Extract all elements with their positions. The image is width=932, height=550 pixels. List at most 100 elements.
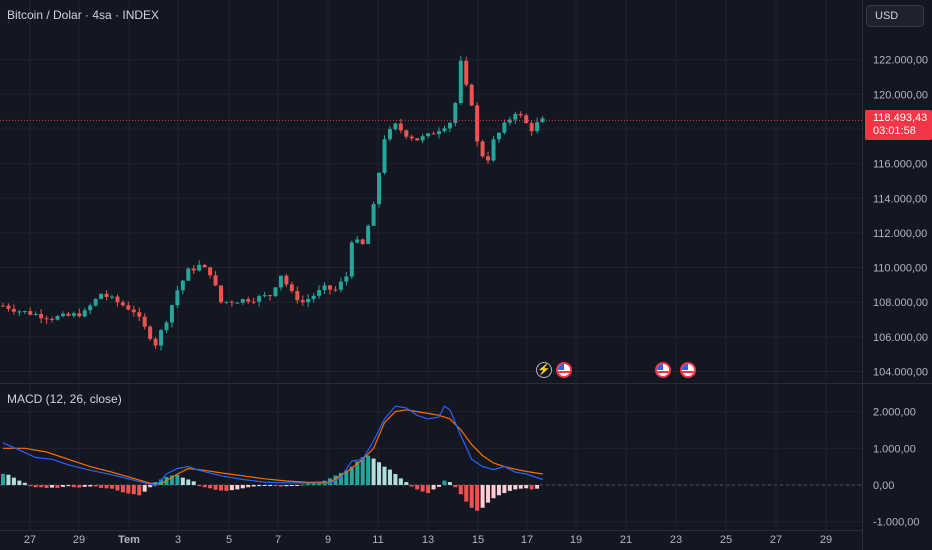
candle-body xyxy=(295,291,300,301)
candle-body xyxy=(338,281,343,290)
macd-histogram-bar xyxy=(371,458,376,485)
time-tick-label: 11 xyxy=(372,534,383,546)
macd-histogram-bar xyxy=(131,485,136,495)
candle-body xyxy=(148,326,153,339)
candle-body xyxy=(464,60,469,85)
candle-body xyxy=(437,131,441,135)
macd-histogram-bar xyxy=(110,485,114,489)
candle-body xyxy=(513,113,518,120)
candle-body xyxy=(387,129,392,140)
candle-body xyxy=(453,103,458,123)
macd-histogram-bar xyxy=(137,485,142,496)
candle-body xyxy=(278,275,283,288)
candle-body xyxy=(311,295,316,299)
macd-histogram-bar xyxy=(240,485,245,489)
macd-histogram-bar xyxy=(77,485,82,488)
macd-histogram-bar xyxy=(535,485,540,489)
macd-histogram-bar xyxy=(175,474,180,485)
candle-body xyxy=(159,330,164,346)
macd-histogram-bar xyxy=(393,473,398,485)
symbol-title: Bitcoin / Dolar · 4sa · INDEX xyxy=(7,8,160,22)
macd-histogram-bar xyxy=(453,485,458,488)
macd-histogram-bar xyxy=(295,485,300,486)
macd-histogram-bar xyxy=(518,485,523,489)
currency-button[interactable]: USD xyxy=(866,5,924,27)
candle-body xyxy=(328,285,332,290)
us-flag-icon[interactable] xyxy=(556,362,572,378)
price-tick-label: 110.000,00 xyxy=(873,263,927,275)
candle-body xyxy=(518,113,523,116)
time-tick-label: 5 xyxy=(226,534,232,546)
us-flag-icon[interactable] xyxy=(680,362,696,378)
macd-histogram-bar xyxy=(213,485,218,490)
candle-body xyxy=(246,299,251,302)
macd-histogram-bar xyxy=(486,485,491,503)
macd-histogram-bar xyxy=(524,485,529,489)
flash-icon[interactable]: ⚡ xyxy=(536,362,552,378)
macd-histogram-bar xyxy=(355,461,360,485)
macd-histogram-bar xyxy=(437,485,441,487)
price-tick-label: 122.000,00 xyxy=(873,55,928,67)
candle-body xyxy=(224,301,229,303)
macd-histogram-bar xyxy=(88,485,93,487)
candle-body xyxy=(333,289,338,291)
candle-body xyxy=(131,309,136,313)
candle-body xyxy=(142,316,147,327)
macd-histogram-bar xyxy=(382,466,387,485)
candle-body xyxy=(164,322,169,331)
macd-histogram-bar xyxy=(349,466,354,485)
macd-indicator-title[interactable]: MACD (12, 26, close) xyxy=(7,392,122,406)
macd-histogram-bar xyxy=(219,485,223,491)
candle-body xyxy=(1,305,5,307)
candle-body xyxy=(349,242,354,277)
macd-histogram-bar xyxy=(262,485,267,486)
candle-body xyxy=(502,122,507,133)
time-tick-label: 27 xyxy=(770,534,782,546)
candle-body xyxy=(447,122,452,129)
candle-body xyxy=(44,318,49,320)
macd-histogram-bar xyxy=(469,485,474,508)
time-tick-label: 27 xyxy=(24,534,36,546)
candle-body xyxy=(169,305,174,323)
candle-body xyxy=(60,313,65,317)
candle-body xyxy=(213,275,218,286)
time-tick-label: 15 xyxy=(472,534,484,546)
time-tick-label: 25 xyxy=(720,534,732,546)
candle-body xyxy=(360,239,365,244)
candle-body xyxy=(17,311,22,313)
macd-histogram-bar xyxy=(11,477,16,485)
candle-body xyxy=(257,296,262,302)
macd-histogram-bar xyxy=(404,482,409,485)
macd-histogram-bar xyxy=(246,485,251,488)
time-tick-label: 9 xyxy=(325,534,331,546)
macd-histogram-bar xyxy=(71,485,76,488)
macd-histogram-bar xyxy=(366,455,371,485)
candle-body xyxy=(99,293,104,299)
macd-histogram-bar xyxy=(311,482,316,485)
macd-histogram-bar xyxy=(251,485,256,487)
candle-body xyxy=(344,276,349,282)
price-tick-label: 106.000,00 xyxy=(873,332,928,344)
macd-histogram-bar xyxy=(480,485,485,508)
macd-histogram-bar xyxy=(191,481,196,485)
candle-body xyxy=(66,313,71,316)
candle-body xyxy=(382,139,387,173)
macd-histogram-bar xyxy=(502,485,507,494)
candle-body xyxy=(398,123,403,131)
macd-histogram-bar xyxy=(208,485,213,489)
candle-body xyxy=(191,268,196,271)
macd-histogram-bar xyxy=(50,485,55,488)
macd-tick-label: 2.000,00 xyxy=(873,407,916,419)
us-flag-icon[interactable] xyxy=(655,362,671,378)
price-tick-label: 108.000,00 xyxy=(873,297,928,309)
candle-body xyxy=(115,296,120,303)
time-tick-label: 3 xyxy=(175,534,181,546)
price-tick-label: 104.000,00 xyxy=(873,367,928,379)
candle-body xyxy=(71,313,76,316)
macd-histogram-bar xyxy=(82,485,87,487)
candle-body xyxy=(137,312,142,317)
macd-histogram-bar xyxy=(513,485,518,490)
candle-body xyxy=(426,133,431,137)
macd-tick-label: 0,00 xyxy=(873,480,894,492)
